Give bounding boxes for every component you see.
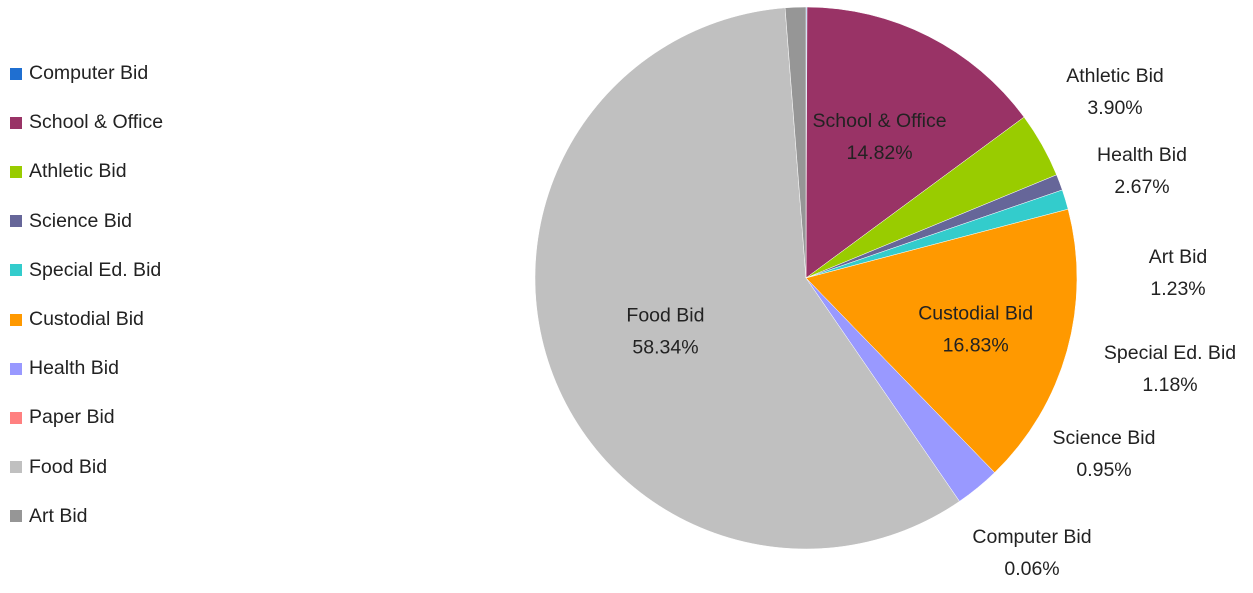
legend-label: Computer Bid — [29, 62, 149, 85]
data-label-computer-bid: Computer Bid 0.06% — [972, 526, 1091, 580]
legend-label: Paper Bid — [29, 406, 115, 429]
legend-item-food-bid: Food Bid — [10, 443, 270, 492]
legend-item-art-bid: Art Bid — [10, 492, 270, 541]
legend-item-athletic-bid: Athletic Bid — [10, 147, 270, 196]
pie-data-labels: Computer Bid 0.06% School & Office 14.82% At… — [626, 65, 1236, 580]
legend-swatch — [10, 362, 22, 375]
slice-art-bid — [784, 6, 807, 279]
data-label-special-ed-bid: Special Ed. Bid 1.18% — [1104, 342, 1236, 396]
data-label-art-bid: Art Bid 1.23% — [1149, 246, 1208, 300]
legend-swatch — [10, 215, 22, 228]
legend-swatch — [10, 411, 22, 424]
legend-item-school-and-office: School & Office — [10, 98, 270, 147]
legend-label: Food Bid — [29, 455, 108, 478]
slice-food-bid — [534, 7, 960, 550]
legend-label: Art Bid — [29, 504, 88, 527]
legend-label: Health Bid — [29, 357, 119, 380]
pie-slices — [534, 6, 1078, 550]
data-label-custodial-bid: Custodial Bid 16.83% — [918, 302, 1033, 356]
slice-school-and-office — [805, 6, 1025, 279]
legend-swatch — [10, 313, 22, 326]
legend-item-health-bid: Health Bid — [10, 344, 270, 393]
data-label-health-bid: Health Bid 2.67% — [1097, 144, 1187, 198]
legend-swatch — [10, 461, 22, 474]
slice-custodial-bid — [805, 208, 1078, 473]
data-label-science-bid: Science Bid 0.95% — [1053, 427, 1156, 481]
legend-swatch — [10, 165, 22, 178]
legend-item-computer-bid: Computer Bid — [10, 49, 270, 98]
legend-label: School & Office — [29, 111, 164, 134]
data-label-athletic-bid: Athletic Bid 3.90% — [1066, 65, 1164, 119]
legend-label: Science Bid — [29, 209, 132, 232]
legend-item-paper-bid: Paper Bid — [10, 393, 270, 442]
legend-swatch — [10, 510, 22, 523]
legend-item-science-bid: Science Bid — [10, 197, 270, 246]
legend-item-custodial-bid: Custodial Bid — [10, 295, 270, 344]
data-label-food-bid: Food Bid 58.34% — [626, 305, 704, 359]
legend-swatch — [10, 116, 22, 129]
data-label-school-and-office: School & Office 14.82% — [813, 110, 947, 164]
legend-label: Special Ed. Bid — [29, 258, 162, 281]
legend-swatch — [10, 67, 22, 80]
legend-swatch — [10, 264, 22, 277]
legend-label: Custodial Bid — [29, 308, 144, 331]
chart-legend: Computer Bid School & Office Athletic Bid S… — [10, 49, 270, 541]
legend-label: Athletic Bid — [29, 160, 127, 183]
legend-item-special-ed-bid: Special Ed. Bid — [10, 246, 270, 295]
